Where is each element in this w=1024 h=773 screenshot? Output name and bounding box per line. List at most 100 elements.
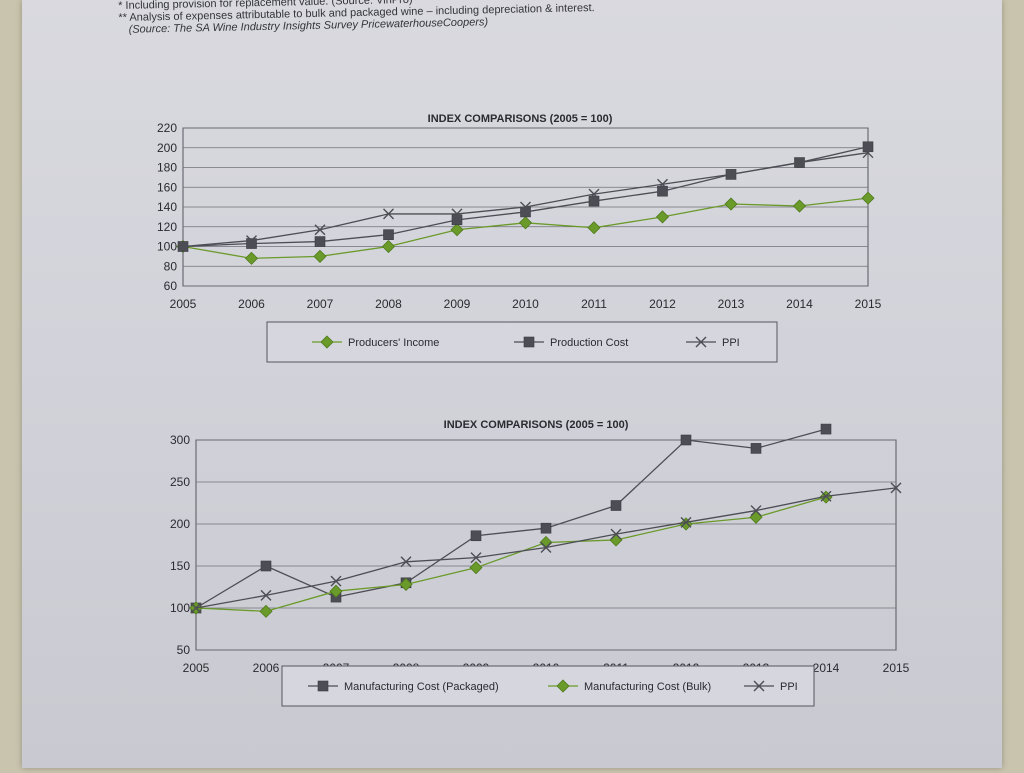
chart-2-series-3-point bbox=[820, 490, 832, 502]
chart-2-x-tick-label: 2005 bbox=[183, 661, 210, 675]
chart-2-series-3-point bbox=[750, 505, 762, 517]
chart-1-series-2-point bbox=[314, 236, 326, 247]
chart-2-legend-label: Manufacturing Cost (Packaged) bbox=[344, 681, 499, 693]
chart-1-x-tick-label: 2007 bbox=[307, 297, 334, 311]
chart-2-legend-marker bbox=[556, 679, 570, 693]
chart-1-series-1-point bbox=[313, 249, 327, 263]
chart-1-series-2-point bbox=[657, 185, 668, 197]
chart-2-series-3-point-stroke-b bbox=[260, 589, 272, 601]
chart-1-series-2-point bbox=[451, 214, 463, 226]
chart-1-series-3-point-stroke-b bbox=[383, 208, 394, 220]
chart-2-series-1-line bbox=[195, 428, 827, 609]
chart-2-series-3-point-stroke-b bbox=[890, 482, 902, 494]
chart-2-y-tick-label: 250 bbox=[170, 475, 190, 489]
chart-2-series-2-point bbox=[329, 584, 343, 598]
chart-2-y-tick-label: 100 bbox=[170, 601, 190, 615]
chart-2-series-2-point bbox=[609, 533, 623, 547]
chart-1-series-1-point bbox=[518, 216, 533, 230]
chart-2-series-3-point bbox=[680, 516, 692, 528]
chart-1-series-1-point bbox=[655, 210, 670, 224]
chart-2-series-3-point bbox=[540, 542, 552, 554]
chart-1-y-tick-label: 60 bbox=[164, 279, 178, 293]
chart-1-x-tick-label: 2008 bbox=[375, 297, 402, 311]
chart-1-series-1-point bbox=[381, 239, 396, 254]
chart-1-x-tick-label: 2011 bbox=[581, 297, 607, 311]
chart-1-series-3-point bbox=[383, 208, 394, 220]
chart-2-series-3-point bbox=[260, 589, 272, 601]
chart-2-series-3-point-stroke-b bbox=[330, 575, 342, 587]
chart-2-series-3-point-stroke-b bbox=[820, 490, 832, 502]
chart-1-legend-marker bbox=[320, 335, 334, 349]
chart-1-series-3-point-stroke-b bbox=[588, 188, 600, 200]
chart-2-series-1-point bbox=[470, 530, 482, 542]
chart-1-series-1-point bbox=[792, 199, 807, 213]
chart-2-series-2-point bbox=[399, 577, 413, 592]
chart-1-series-3-point bbox=[520, 201, 531, 213]
chart-2-legend-label: PPI bbox=[780, 681, 798, 693]
chart-1-series-3-point bbox=[725, 168, 737, 180]
chart-1-series-3-point bbox=[314, 224, 326, 236]
chart-1-series-3-point-stroke-b bbox=[862, 147, 874, 159]
chart-2-series-1-point bbox=[820, 423, 832, 435]
chart-2-series-1-point bbox=[610, 500, 622, 511]
chart-2-legend-label: Manufacturing Cost (Bulk) bbox=[584, 681, 711, 693]
chart-1-series-3-point bbox=[451, 208, 463, 220]
chart-1-y-tick-label: 120 bbox=[157, 220, 177, 234]
chart-1-series-2-line bbox=[182, 146, 869, 248]
chart-1-y-tick-label: 140 bbox=[157, 200, 177, 214]
chart-2-y-tick-label: 50 bbox=[177, 643, 191, 657]
chart-1-x-tick-label: 2009 bbox=[444, 297, 471, 311]
chart-2-series-3-point-stroke-b bbox=[540, 542, 552, 554]
chart-1-y-tick-label: 220 bbox=[157, 121, 177, 135]
chart-2-series-1 bbox=[190, 423, 832, 614]
chart-1-legend-label: Producers' Income bbox=[348, 337, 439, 349]
chart-2-series-3-point bbox=[890, 482, 902, 494]
chart-2-x-tick-label: 2014 bbox=[813, 661, 840, 675]
chart-2-y-tick-label: 150 bbox=[170, 559, 190, 573]
chart-1-x-tick-label: 2006 bbox=[238, 297, 265, 311]
chart-1-y-tick-label: 180 bbox=[157, 161, 177, 175]
chart-1-y-tick-label: 160 bbox=[157, 180, 177, 194]
chart-1-series-1 bbox=[176, 191, 875, 265]
chart-2-x-tick-label: 2015 bbox=[883, 661, 910, 675]
chart-2-legend-marker bbox=[317, 680, 329, 692]
chart-1-series-3-point bbox=[177, 241, 189, 252]
chart-1-series-2-point bbox=[246, 238, 257, 249]
chart-1-legend-label: PPI bbox=[722, 337, 740, 349]
chart-2-series-1-point bbox=[750, 443, 762, 454]
chart-2-series-3 bbox=[190, 482, 902, 614]
chart-2-title: INDEX COMPARISONS (2005 = 100) bbox=[444, 419, 629, 431]
chart-1-series-3-point bbox=[246, 235, 257, 247]
chart-1-legend: Producers' Income Production Cost PPI bbox=[266, 321, 778, 363]
chart-1-series-3-point bbox=[862, 147, 874, 159]
chart-1-series-3-point-stroke-b bbox=[725, 168, 737, 180]
chart-1-series-3-point-stroke-b bbox=[246, 235, 257, 247]
chart-1-x-tick-label: 2010 bbox=[512, 297, 539, 311]
chart-2-series-3-point-stroke-b bbox=[610, 528, 622, 540]
chart-1-series-3-point bbox=[794, 157, 805, 169]
chart-1-series-2-point bbox=[520, 206, 531, 218]
chart-2-y-tick-label: 200 bbox=[170, 517, 190, 531]
chart-1-series-1-point bbox=[587, 221, 601, 235]
chart-1-series-3-point-stroke-b bbox=[177, 241, 189, 252]
chart-1-x-tick-label: 2005 bbox=[170, 297, 197, 311]
chart-2-series-2 bbox=[189, 490, 833, 618]
chart-2-series-3-point-stroke-b bbox=[680, 516, 692, 528]
chart-1-series-1-point bbox=[450, 223, 464, 237]
chart-1-series-3-point-stroke-b bbox=[314, 224, 326, 236]
chart-1-series-2-point bbox=[862, 141, 874, 153]
chart-1-series-3 bbox=[177, 147, 874, 252]
chart-2-series-1-point bbox=[260, 560, 272, 572]
chart-1-series-3-point-stroke-b bbox=[451, 208, 463, 220]
chart-1-x-tick-label: 2012 bbox=[649, 297, 676, 311]
chart-2-series-3-point bbox=[190, 602, 202, 614]
chart-2-series-3-point-stroke-b bbox=[400, 556, 412, 568]
chart-2-series-3-point bbox=[330, 575, 342, 587]
chart-2-series-3-point bbox=[470, 552, 482, 564]
chart-1-legend-marker-stroke-b bbox=[695, 336, 707, 348]
chart-1-series-1-point bbox=[861, 191, 875, 205]
chart-2-series-2-point bbox=[679, 517, 693, 531]
chart-1-series-3-point bbox=[657, 178, 668, 190]
chart-2-series-2-point bbox=[469, 561, 483, 575]
